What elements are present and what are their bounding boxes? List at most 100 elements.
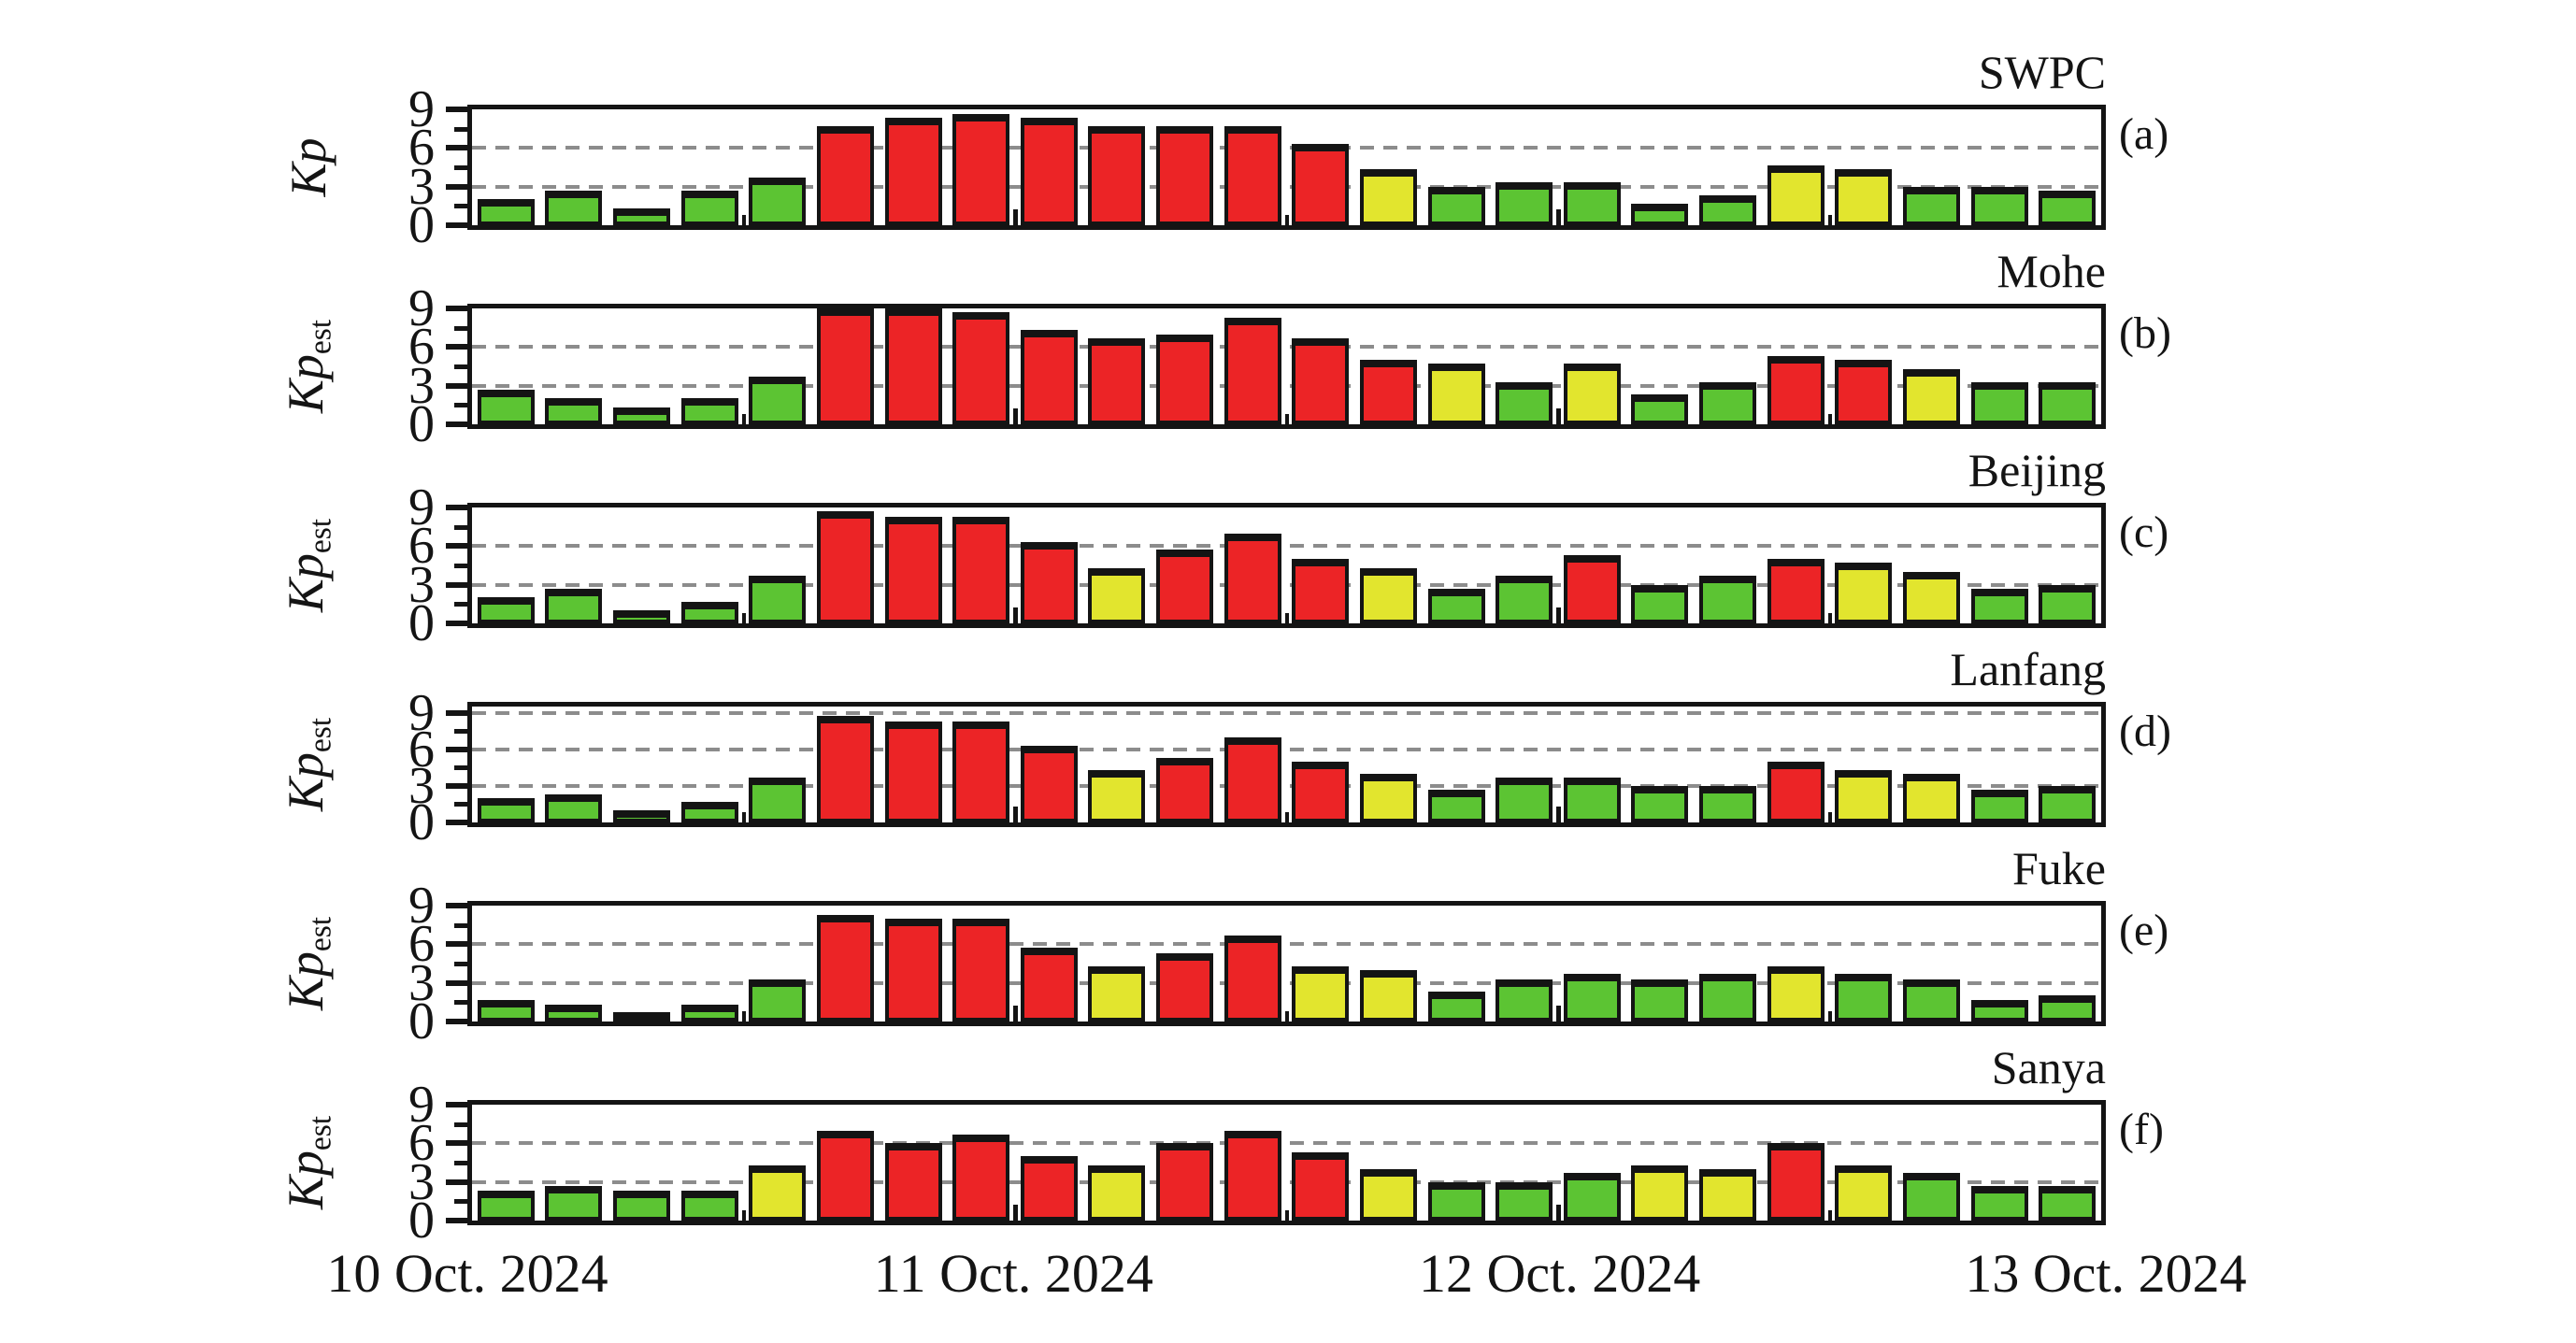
x-day-tick (1013, 807, 1018, 822)
gridline-kp-6 (472, 345, 2101, 350)
y-tick-label: 0 (408, 1192, 435, 1250)
panel-letter-f: (f) (2119, 1105, 2164, 1154)
y-major-tick (446, 505, 467, 510)
kp-bar-d-19 (1699, 785, 1757, 822)
kp-bar-e-21 (1835, 974, 1893, 1022)
y-major-tick (446, 1019, 467, 1024)
kp-bar-f-2 (545, 1185, 603, 1221)
kp-bar-e-5 (749, 979, 807, 1022)
panel-letter-b: (b) (2119, 308, 2171, 358)
kp-bar-a-1 (477, 199, 535, 225)
y-tick-label: 3 (408, 953, 435, 1012)
x-12h-tick (1827, 1011, 1832, 1022)
kp-bar-f-14 (1359, 1168, 1417, 1221)
x-day-tick (1013, 209, 1018, 225)
y-major-tick (446, 382, 467, 389)
y-tick-label: 3 (408, 1152, 435, 1211)
panel-letter-e: (e) (2119, 906, 2169, 955)
kp-bar-d-14 (1359, 773, 1417, 822)
x-day-tick (1556, 807, 1561, 822)
kp-bar-f-24 (2039, 1185, 2097, 1221)
panel-letter-c: (c) (2119, 507, 2169, 557)
x-12h-tick (1827, 613, 1832, 623)
kp-bar-a-6 (816, 126, 874, 225)
kp-bar-c-10 (1088, 567, 1146, 623)
y-minor-tick (454, 564, 467, 568)
y-tick-label: 3 (408, 756, 435, 815)
kp-bar-e-11 (1156, 952, 1214, 1022)
y-tick-label: 9 (408, 279, 435, 337)
y-major-tick (446, 1140, 467, 1147)
kp-bar-b-24 (2039, 381, 2097, 424)
x-12h-tick (741, 812, 746, 822)
y-tick-label: 6 (408, 1114, 435, 1173)
y-major-tick (446, 709, 467, 716)
kp-bar-a-13 (1292, 143, 1350, 225)
y-tick-label: 9 (408, 877, 435, 935)
y-minor-tick (454, 962, 467, 966)
kp-bar-b-1 (477, 389, 535, 424)
y-axis-label-text: Kp (280, 137, 336, 197)
y-tick-label: 9 (408, 80, 435, 138)
kp-bar-c-17 (1563, 554, 1621, 623)
kp-bar-f-7 (884, 1143, 942, 1221)
y-major-tick (446, 344, 467, 350)
kp-bar-a-10 (1088, 126, 1146, 225)
kp-bar-d-5 (749, 777, 807, 822)
panel-title-lanfang: Lanfang (1950, 643, 2106, 695)
y-minor-tick (454, 765, 467, 771)
gridline-kp-9 (472, 710, 2101, 715)
kp-bar-b-15 (1427, 364, 1485, 424)
y-axis-label-e: Kpest (278, 917, 337, 1010)
kp-bar-c-9 (1020, 542, 1078, 623)
kp-bar-c-20 (1767, 559, 1825, 623)
y-tick-label: 6 (408, 720, 435, 779)
y-major-tick (446, 979, 467, 986)
kp-bar-a-12 (1224, 126, 1281, 225)
y-axis-label-f: Kpest (278, 1116, 337, 1209)
x-12h-tick (741, 215, 746, 225)
kp-bar-a-2 (545, 191, 603, 225)
kp-bar-a-4 (680, 191, 738, 225)
kp-bar-d-23 (1970, 789, 2028, 822)
kp-bar-a-7 (884, 118, 942, 225)
x-12h-tick (1827, 1210, 1832, 1221)
kp-bar-e-18 (1631, 979, 1689, 1022)
y-major-tick (446, 903, 467, 908)
kp-bar-b-19 (1699, 381, 1757, 424)
kp-bar-e-13 (1292, 965, 1350, 1022)
y-tick-label: 6 (408, 517, 435, 576)
kp-bar-d-9 (1020, 745, 1078, 822)
kp-bar-d-12 (1224, 736, 1281, 822)
y-minor-tick (454, 1000, 467, 1006)
y-tick-label: 3 (408, 356, 435, 415)
x-date-label-2: 12 Oct. 2024 (1419, 1243, 1701, 1304)
kp-bar-e-24 (2039, 995, 2097, 1022)
y-major-tick (446, 782, 467, 789)
kp-bar-a-3 (613, 207, 671, 225)
kp-bar-c-6 (816, 511, 874, 623)
kp-bar-b-10 (1088, 337, 1146, 424)
y-major-tick (446, 820, 467, 825)
x-day-tick (1556, 1006, 1561, 1022)
kp-bar-c-15 (1427, 588, 1485, 623)
kp-bar-b-2 (545, 398, 603, 424)
kp-bar-a-18 (1631, 203, 1689, 225)
kp-bar-c-24 (2039, 584, 2097, 623)
kp-bar-e-1 (477, 999, 535, 1022)
kp-bar-c-3 (613, 610, 671, 623)
kp-bar-f-3 (613, 1191, 671, 1221)
kp-bar-d-15 (1427, 789, 1485, 822)
y-major-tick (446, 543, 467, 550)
kp-bar-b-17 (1563, 364, 1621, 424)
y-minor-tick (454, 729, 467, 735)
x-12h-tick (1284, 1011, 1289, 1022)
kp-bar-e-7 (884, 918, 942, 1022)
kp-bar-d-20 (1767, 761, 1825, 822)
y-axis-label-c: Kpest (278, 519, 337, 612)
gridline-kp-3 (472, 783, 2101, 788)
kp-bar-a-14 (1359, 169, 1417, 225)
y-axis-label-text: Kp (278, 354, 335, 414)
kp-bar-b-6 (816, 308, 874, 424)
panel-d-frame (467, 702, 2106, 827)
